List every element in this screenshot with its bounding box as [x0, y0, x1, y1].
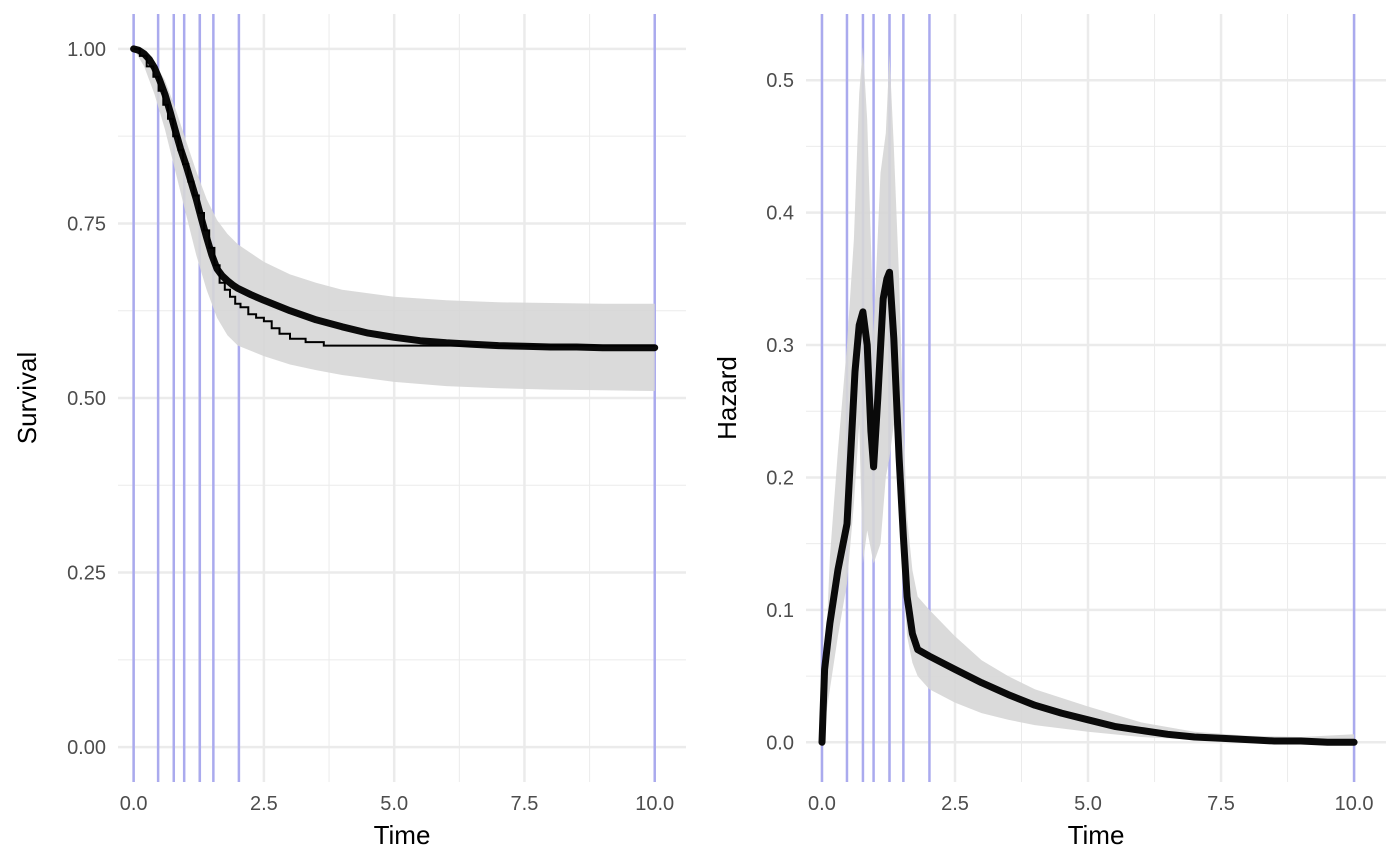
- x-tick-label: 5.0: [1074, 793, 1102, 815]
- y-tick-label: 0.1: [766, 600, 794, 622]
- kaplan-meier-step-line: [133, 47, 655, 347]
- x-axis-title: Time: [374, 820, 431, 850]
- y-tick-label: 1.00: [67, 39, 106, 61]
- x-tick-label: 10.0: [635, 793, 674, 815]
- survival-panel: 0.0 2.5 5.0 7.5 10.0 0.00 0.25 0.50 0.75 1.00 Time…: [12, 14, 686, 850]
- y-tick-label: 0.2: [766, 467, 794, 489]
- fitted-curve: [818, 268, 1358, 746]
- x-tick-label: 7.5: [511, 793, 539, 815]
- hazard-panel: 0.0 2.5 5.0 7.5 10.0 0.0 0.1 0.2 0.3 0.4 0.5 Time Ha…: [712, 14, 1386, 850]
- y-tick-label: 0.4: [766, 203, 794, 225]
- y-tick-label: 0.50: [67, 388, 106, 410]
- x-tick-label: 0.0: [808, 793, 836, 815]
- x-tick-label: 5.0: [380, 793, 408, 815]
- x-tick-label: 2.5: [941, 793, 969, 815]
- y-tick-label: 0.25: [67, 563, 106, 585]
- y-tick-label: 0.5: [766, 70, 794, 92]
- confidence-ribbon: [133, 48, 655, 392]
- y-axis-title: Hazard: [712, 356, 742, 440]
- x-tick-label: 0.0: [120, 793, 148, 815]
- y-tick-label: 0.0: [766, 732, 794, 754]
- x-tick-label: 10.0: [1335, 793, 1374, 815]
- x-axis-title: Time: [1068, 820, 1125, 850]
- y-tick-label: 0.3: [766, 335, 794, 357]
- x-tick-label: 2.5: [250, 793, 278, 815]
- x-tick-label: 7.5: [1207, 793, 1235, 815]
- y-axis-title: Survival: [12, 352, 42, 444]
- y-tick-label: 0.00: [67, 737, 106, 759]
- y-tick-label: 0.75: [67, 213, 106, 235]
